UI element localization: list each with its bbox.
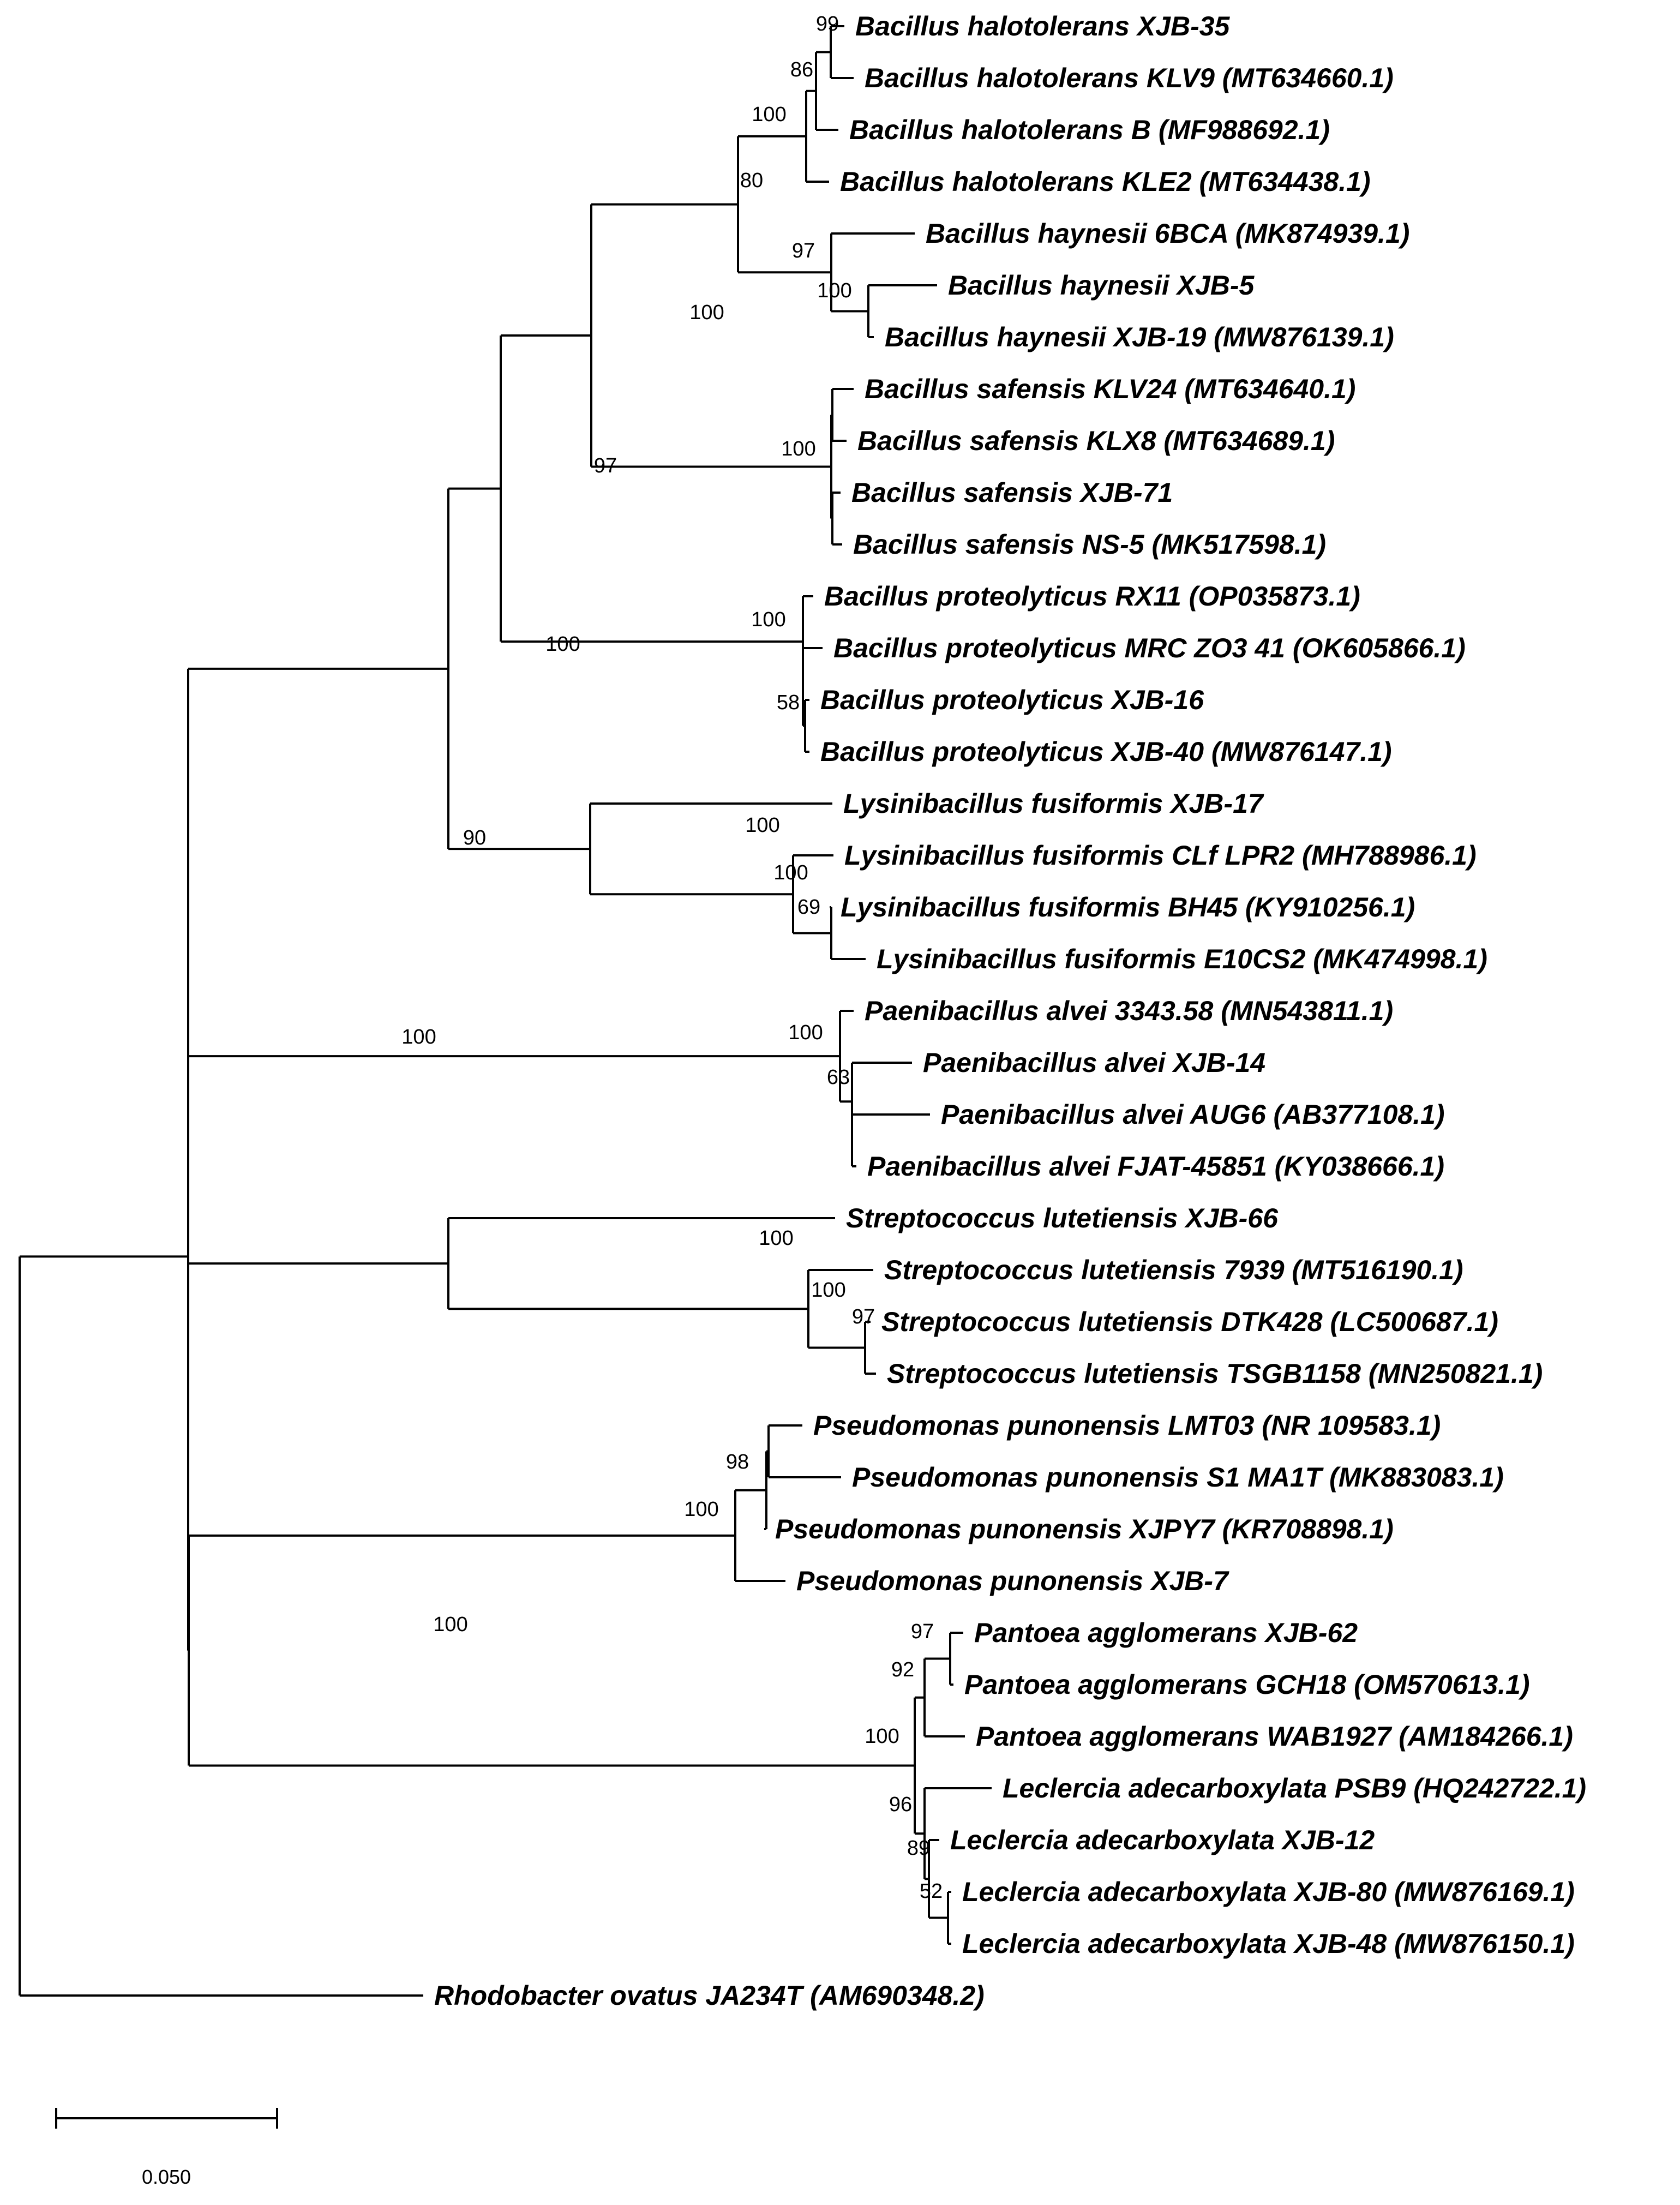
leaf-label: Bacillus halotolerans KLE2 (MT634438.1) xyxy=(840,166,1371,197)
leaf-label: Bacillus proteolyticus MRC ZO3 41 (OK605… xyxy=(833,633,1466,663)
leaf-label: Pantoea agglomerans WAB1927 (AM184266.1) xyxy=(976,1721,1573,1752)
bootstrap-values: 9986100809710010097100100100581001006990… xyxy=(401,13,943,1903)
leaf-label: Streptococcus lutetiensis TSGB1158 (MN25… xyxy=(887,1358,1543,1389)
bootstrap-value: 58 xyxy=(777,691,800,714)
leaf-label: Bacillus haynesii 6BCA (MK874939.1) xyxy=(926,218,1409,249)
bootstrap-value: 100 xyxy=(689,301,724,324)
leaf-label: Leclercia adecarboxylata XJB-12 xyxy=(950,1825,1375,1855)
bootstrap-value: 86 xyxy=(790,58,813,81)
leaf-label: Lysinibacillus fusiformis E10CS2 (MK4749… xyxy=(877,944,1487,974)
leaf-label: Leclercia adecarboxylata PSB9 (HQ242722.… xyxy=(1003,1773,1586,1803)
bootstrap-value: 100 xyxy=(759,1227,793,1250)
leaf-label: Paenibacillus alvei AUG6 (AB377108.1) xyxy=(941,1099,1445,1130)
leaf-labels: Bacillus halotolerans XJB-35 Bacillus hal… xyxy=(434,11,1586,2011)
leaf-label: Bacillus halotolerans B (MF988692.1) xyxy=(849,115,1330,145)
leaf-label: Rhodobacter ovatus JA234T (AM690348.2) xyxy=(434,1980,985,2011)
leaf-label: Bacillus proteolyticus XJB-16 xyxy=(820,685,1204,715)
bootstrap-value: 100 xyxy=(781,438,815,460)
leaf-label: Bacillus safensis KLV24 (MT634640.1) xyxy=(865,374,1355,404)
bootstrap-value: 80 xyxy=(740,169,763,192)
leaf-label: Lysinibacillus fusiformis CLf LPR2 (MH78… xyxy=(844,840,1477,871)
leaf-label: Paenibacillus alvei FJAT-45851 (KY038666… xyxy=(867,1151,1444,1182)
bootstrap-value: 100 xyxy=(788,1021,823,1044)
leaf-label: Paenibacillus alvei XJB-14 xyxy=(923,1047,1265,1078)
bootstrap-value: 99 xyxy=(816,13,839,35)
leaf-label: Bacillus safensis NS-5 (MK517598.1) xyxy=(853,529,1326,560)
leaf-label: Pseudomonas punonensis XJPY7 (KR708898.1… xyxy=(775,1514,1394,1544)
leaf-label: Pantoea agglomerans XJB-62 xyxy=(974,1617,1358,1648)
bootstrap-value: 97 xyxy=(792,239,815,262)
bootstrap-value: 100 xyxy=(817,279,851,302)
leaf-label: Pantoea agglomerans GCH18 (OM570613.1) xyxy=(964,1669,1530,1700)
tree-branches xyxy=(19,25,992,1997)
bootstrap-value: 100 xyxy=(865,1725,899,1748)
bootstrap-value: 100 xyxy=(752,103,786,126)
bootstrap-value: 100 xyxy=(401,1026,436,1048)
bootstrap-value: 100 xyxy=(773,861,808,884)
bootstrap-value: 96 xyxy=(889,1793,912,1816)
bootstrap-value: 97 xyxy=(594,454,617,477)
leaf-label: Lysinibacillus fusiformis XJB-17 xyxy=(843,788,1264,819)
leaf-label: Leclercia adecarboxylata XJB-48 (MW87615… xyxy=(962,1928,1575,1959)
leaf-label: Leclercia adecarboxylata XJB-80 (MW87616… xyxy=(962,1877,1575,1907)
leaf-label: Streptococcus lutetiensis 7939 (MT516190… xyxy=(884,1255,1463,1285)
bootstrap-value: 100 xyxy=(684,1498,718,1521)
leaf-label: Paenibacillus alvei 3343.58 (MN543811.1) xyxy=(865,996,1393,1026)
scale-bar-label: 0.050 xyxy=(142,2166,191,2188)
bootstrap-value: 100 xyxy=(433,1613,467,1636)
bootstrap-value: 92 xyxy=(891,1658,914,1681)
leaf-label: Bacillus haynesii XJB-19 (MW876139.1) xyxy=(885,322,1394,352)
leaf-label: Streptococcus lutetiensis XJB-66 xyxy=(846,1203,1279,1233)
leaf-label: Bacillus proteolyticus RX11 (OP035873.1) xyxy=(824,581,1360,612)
bootstrap-value: 100 xyxy=(745,814,779,837)
leaf-label: Bacillus safensis XJB-71 xyxy=(851,477,1173,508)
bootstrap-value: 98 xyxy=(726,1451,749,1473)
leaf-label: Pseudomonas punonensis S1 MA1T (MK883083… xyxy=(852,1462,1504,1493)
bootstrap-value: 100 xyxy=(811,1279,845,1302)
leaf-label: Bacillus halotolerans KLV9 (MT634660.1) xyxy=(865,63,1394,93)
leaf-label: Streptococcus lutetiensis DTK428 (LC5006… xyxy=(881,1307,1498,1337)
leaf-label: Bacillus safensis KLX8 (MT634689.1) xyxy=(857,426,1335,456)
bootstrap-value: 97 xyxy=(911,1620,934,1643)
bootstrap-value: 69 xyxy=(797,896,820,919)
leaf-label: Lysinibacillus fusiformis BH45 (KY910256… xyxy=(841,892,1415,922)
leaf-label: Pseudomonas punonensis LMT03 (NR 109583.… xyxy=(813,1410,1441,1441)
scale-bar: 0.050 xyxy=(55,2108,278,2188)
leaf-label: Bacillus proteolyticus XJB-40 (MW876147.… xyxy=(820,736,1392,767)
bootstrap-value: 89 xyxy=(907,1837,930,1860)
leaf-label: Pseudomonas punonensis XJB-7 xyxy=(796,1566,1229,1596)
bootstrap-value: 63 xyxy=(827,1066,850,1089)
bootstrap-value: 97 xyxy=(852,1305,875,1328)
bootstrap-value: 52 xyxy=(920,1880,943,1903)
leaf-label: Bacillus halotolerans XJB-35 xyxy=(855,11,1231,41)
leaf-label: Bacillus haynesii XJB-5 xyxy=(948,270,1255,301)
bootstrap-value: 90 xyxy=(463,826,486,849)
bootstrap-value: 100 xyxy=(751,608,785,631)
bootstrap-value: 100 xyxy=(545,633,580,656)
